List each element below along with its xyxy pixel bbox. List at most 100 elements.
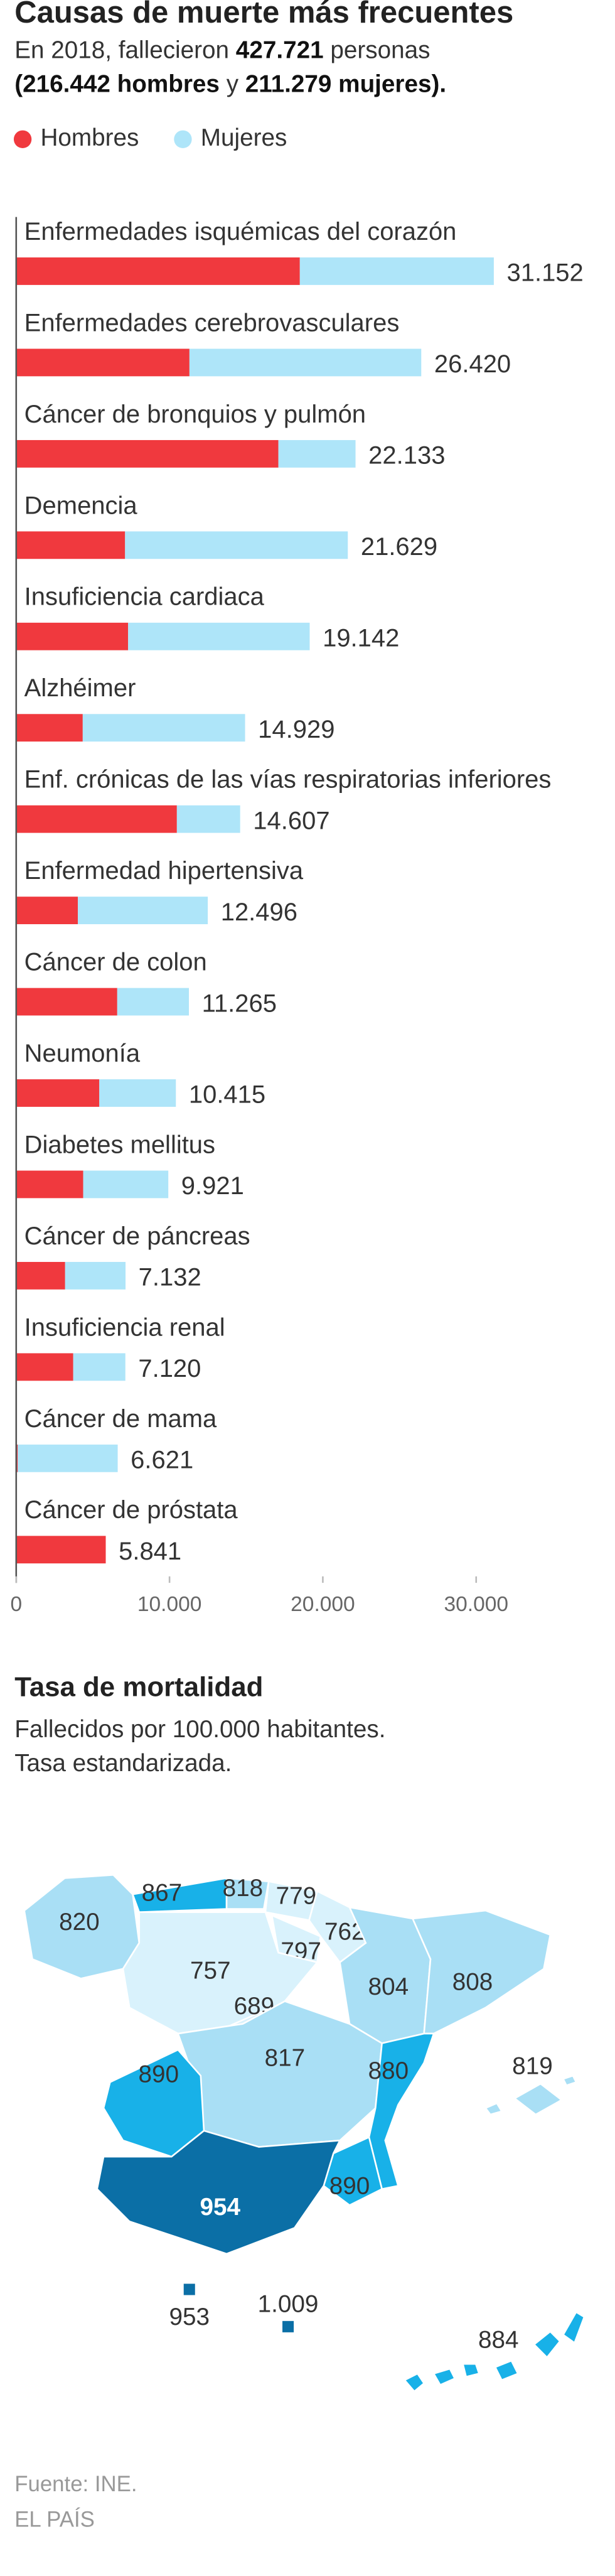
region bbox=[96, 2130, 341, 2255]
subtitle-part: personas bbox=[324, 37, 430, 64]
total-label: 9.921 bbox=[181, 1172, 244, 1200]
legend-swatch bbox=[174, 130, 192, 148]
bar-segment bbox=[125, 531, 348, 559]
total-label: 12.496 bbox=[221, 898, 297, 926]
region-label: 818 bbox=[223, 1875, 264, 1902]
total-label: 22.133 bbox=[368, 442, 445, 470]
bar-segment bbox=[16, 1261, 65, 1290]
category-label: Enfermedades isquémicas del corazón bbox=[24, 218, 457, 245]
x-tick-label: 0 bbox=[10, 1593, 22, 1616]
bar-segment bbox=[16, 348, 190, 377]
bar-segment bbox=[16, 805, 177, 833]
chart-title: Causas de muerte más frecuentes bbox=[14, 0, 513, 30]
total-label: 19.142 bbox=[323, 624, 399, 652]
category-label: Insuficiencia cardiaca bbox=[24, 583, 265, 611]
bar-segment bbox=[278, 439, 356, 468]
bar-segment bbox=[299, 257, 494, 285]
x-tick-label: 10.000 bbox=[137, 1593, 202, 1616]
x-tick-label: 20.000 bbox=[291, 1593, 355, 1616]
category-label: Cáncer de próstata bbox=[24, 1496, 238, 1524]
subtitle: (216.442 hombres y 211.279 mujeres). bbox=[14, 71, 446, 98]
bar-segment bbox=[16, 1170, 83, 1199]
bar-segment bbox=[78, 897, 208, 925]
bar-segment bbox=[16, 439, 279, 468]
bar-segment bbox=[16, 622, 129, 650]
region bbox=[368, 2032, 435, 2191]
bar-segment bbox=[117, 988, 190, 1016]
total-label: 21.629 bbox=[361, 533, 437, 561]
legend: Hombres Mujeres bbox=[13, 124, 287, 151]
total-label: 31.152 bbox=[507, 259, 584, 287]
total-label: 14.929 bbox=[258, 716, 334, 743]
category-label: Enfermedad hipertensiva bbox=[24, 857, 304, 885]
region bbox=[281, 2319, 296, 2334]
region-label: 804 bbox=[368, 1973, 409, 2000]
bar-chart: Enfermedades isquémicas del corazón 31.15… bbox=[10, 217, 584, 1616]
total-label: 11.265 bbox=[202, 989, 277, 1017]
category-label: Cáncer de colon bbox=[24, 949, 207, 976]
category-label: Demencia bbox=[24, 492, 138, 519]
region bbox=[484, 2074, 577, 2116]
bar-segment bbox=[16, 1353, 73, 1381]
region bbox=[182, 2282, 197, 2297]
bar-segment bbox=[16, 257, 300, 285]
bar-segment bbox=[73, 1353, 126, 1381]
subtitle-part: (216.442 hombres bbox=[14, 71, 220, 98]
map-subtitle: Tasa estandarizada. bbox=[14, 1750, 232, 1777]
bar-segment bbox=[128, 622, 310, 650]
legend-swatch bbox=[13, 130, 32, 148]
region bbox=[411, 1909, 552, 2035]
category-label: Diabetes mellitus bbox=[24, 1131, 215, 1158]
bar-segment bbox=[82, 714, 245, 742]
category-label: Cáncer de páncreas bbox=[24, 1222, 250, 1250]
region-label: 1.009 bbox=[258, 2291, 319, 2318]
region-label: 820 bbox=[59, 1909, 100, 1936]
subtitle-part: En 2018, fallecieron bbox=[14, 37, 236, 64]
region-label: 867 bbox=[142, 1880, 183, 1907]
total-label: 7.120 bbox=[138, 1355, 201, 1382]
legend-label: Hombres bbox=[40, 124, 139, 151]
region-label: 890 bbox=[138, 2061, 179, 2088]
region-label: 953 bbox=[169, 2304, 210, 2331]
map-subtitle: Fallecidos por 100.000 habitantes. bbox=[14, 1716, 385, 1743]
bar-segment bbox=[176, 805, 240, 833]
brand: EL PAÍS bbox=[14, 2508, 95, 2532]
total-label: 26.420 bbox=[434, 350, 511, 378]
bar-segment bbox=[65, 1261, 126, 1290]
category-label: Cáncer de mama bbox=[24, 1405, 217, 1433]
subtitle-part: 211.279 mujeres). bbox=[245, 71, 446, 98]
legend-label: Mujeres bbox=[201, 124, 287, 151]
bar-segment bbox=[83, 1170, 169, 1199]
total-label: 10.415 bbox=[189, 1081, 265, 1109]
bar-segment bbox=[16, 1079, 100, 1107]
total-label: 5.841 bbox=[119, 1538, 181, 1565]
region-label: 880 bbox=[368, 2057, 409, 2084]
bar-segment bbox=[16, 988, 117, 1016]
category-label: Neumonía bbox=[24, 1040, 141, 1067]
bar-segment bbox=[18, 1444, 118, 1472]
bar-segment bbox=[99, 1079, 176, 1107]
subtitle: En 2018, fallecieron 427.721 personas bbox=[14, 37, 430, 64]
map-title: Tasa de mortalidad bbox=[14, 1671, 263, 1702]
region-label: 884 bbox=[478, 2326, 519, 2353]
region-label: 890 bbox=[329, 2172, 370, 2199]
region-label: 779 bbox=[276, 1883, 317, 1910]
bar-segment bbox=[16, 714, 83, 742]
category-label: Insuficiencia renal bbox=[24, 1313, 225, 1341]
subtitle-part: 427.721 bbox=[236, 37, 324, 64]
region bbox=[403, 2310, 586, 2393]
bar-segment bbox=[16, 897, 78, 925]
x-tick-label: 30.000 bbox=[444, 1593, 508, 1616]
category-label: Alzhéimer bbox=[24, 674, 136, 702]
region bbox=[225, 1877, 270, 1910]
subtitle-part: y bbox=[220, 71, 245, 98]
category-label: Enfermedades cerebrovasculares bbox=[24, 309, 400, 337]
region-label: 819 bbox=[512, 2052, 553, 2079]
category-label: Cáncer de bronquios y pulmón bbox=[24, 401, 366, 428]
bar-segment bbox=[16, 1536, 106, 1564]
total-label: 14.607 bbox=[253, 807, 329, 834]
total-label: 6.621 bbox=[131, 1447, 193, 1474]
source: Fuente: INE. bbox=[14, 2472, 137, 2496]
